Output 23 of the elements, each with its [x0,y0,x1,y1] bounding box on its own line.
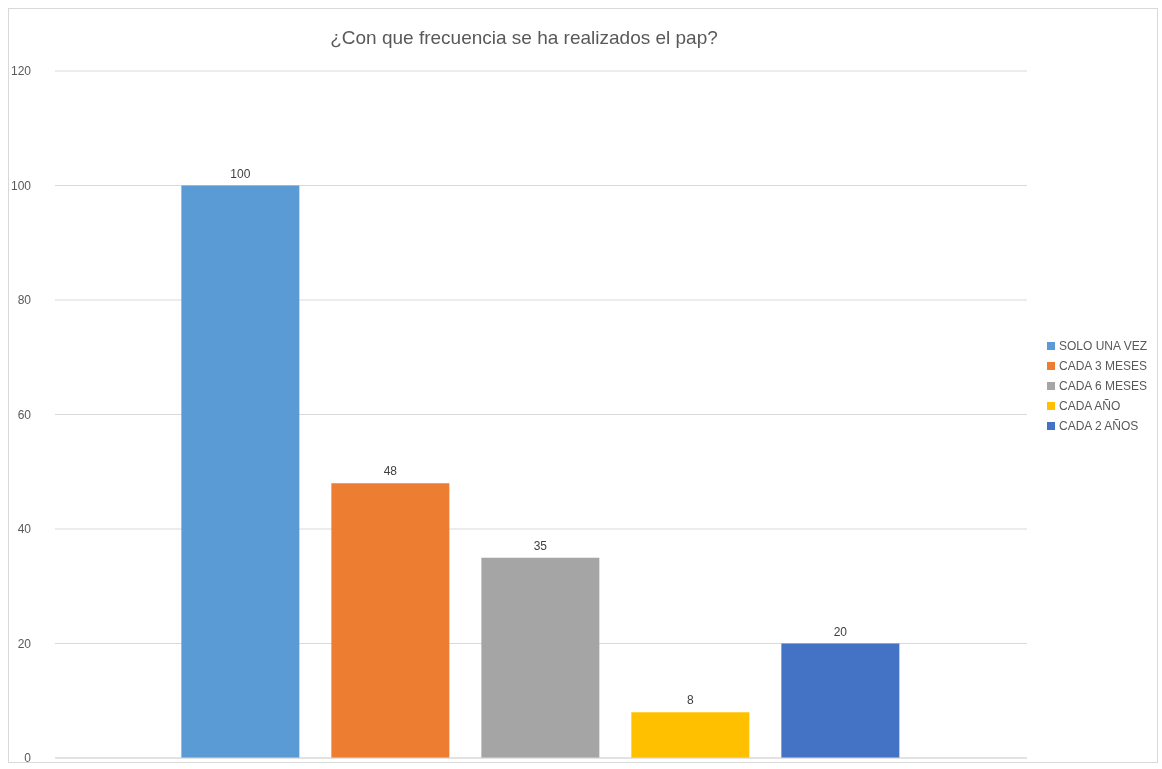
legend-label: SOLO UNA VEZ [1058,338,1147,353]
bar [331,483,450,758]
data-label: 8 [687,693,695,708]
y-tick-label: 40 [17,522,32,537]
chart-title: ¿Con que frecuencia se ha realizados el pap? [329,27,719,49]
bar [181,185,300,758]
data-label: 100 [230,166,251,181]
bar [481,557,600,758]
legend-label: CADA 3 MESES [1058,358,1147,373]
y-tick-label: 120 [10,64,32,79]
data-label: 20 [833,624,848,639]
y-tick-label: 0 [24,751,32,766]
y-tick-label: 60 [17,407,32,422]
y-tick-label: 100 [10,178,32,193]
legend-label: CADA AÑO [1058,398,1121,413]
legend-label: CADA 6 MESES [1058,378,1147,393]
y-tick-label: 20 [17,636,32,651]
bar [631,712,750,758]
data-label: 35 [533,538,548,553]
bar [781,643,900,758]
y-tick-label: 80 [17,293,32,308]
legend-label: CADA 2 AÑOS [1058,418,1139,433]
data-label: 48 [383,464,398,479]
